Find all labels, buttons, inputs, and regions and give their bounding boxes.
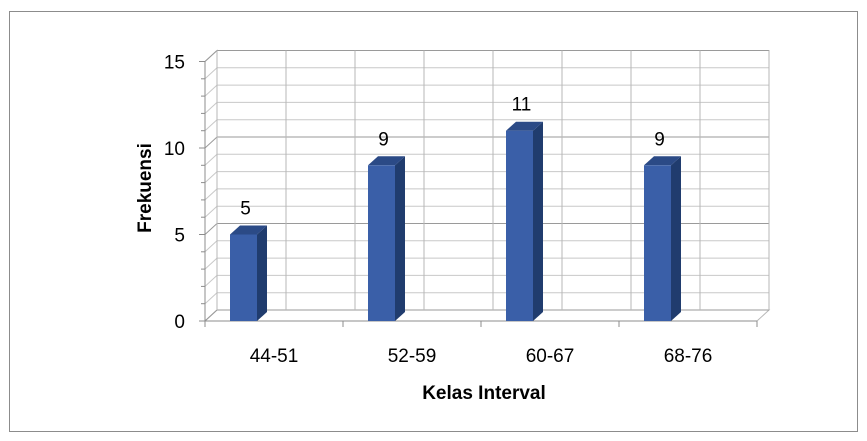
bar-top xyxy=(644,156,681,166)
x-tick-label: 60-67 xyxy=(526,346,575,367)
y-tick-label: 15 xyxy=(164,53,185,74)
gridline-wall xyxy=(204,171,218,183)
y-tick-label: 10 xyxy=(164,139,185,160)
gridline-wall xyxy=(204,50,218,62)
bar-side xyxy=(533,121,543,321)
x-tick-label: 68-76 xyxy=(664,346,713,367)
data-label: 11 xyxy=(512,95,532,116)
gridline-wall xyxy=(204,136,218,149)
data-label: 9 xyxy=(378,129,389,150)
bar xyxy=(230,225,267,321)
bar xyxy=(506,121,543,321)
gridline-wall xyxy=(204,119,218,132)
y-tick-label: 5 xyxy=(174,226,185,247)
bar-top xyxy=(506,121,543,131)
gridline-wall xyxy=(204,102,218,114)
y-tick-label: 0 xyxy=(174,312,185,333)
bar-top xyxy=(230,225,267,235)
data-labels: 5 9 11 9 xyxy=(240,95,665,220)
gridline-wall xyxy=(204,275,218,287)
floor xyxy=(203,309,771,322)
gridline-wall xyxy=(204,188,218,201)
x-axis-title: Kelas Interval xyxy=(422,383,546,404)
bar-front xyxy=(506,130,533,321)
bar xyxy=(644,156,681,321)
x-tick-label: 52-59 xyxy=(388,346,437,367)
gridline-wall xyxy=(204,240,218,253)
bars xyxy=(230,121,681,321)
gridline-wall xyxy=(204,67,218,80)
y-axis-title: Frekuensi xyxy=(135,143,156,233)
plot-area-grid xyxy=(199,49,771,327)
bar-side xyxy=(395,156,405,321)
bar-front xyxy=(644,165,671,321)
gridline-wall xyxy=(204,309,218,322)
gridline-wall xyxy=(204,205,218,218)
bar-side xyxy=(257,225,267,321)
gridline-wall xyxy=(204,153,218,166)
bar-side xyxy=(671,156,681,321)
bar-front xyxy=(230,234,257,321)
x-tick-label: 44-51 xyxy=(250,346,299,367)
gridline-wall xyxy=(204,257,218,270)
data-label: 5 xyxy=(240,199,251,220)
data-label: 9 xyxy=(654,129,665,150)
bar-top xyxy=(368,156,405,166)
gridline-wall xyxy=(204,223,218,235)
bar-front xyxy=(368,165,395,321)
gridline-wall xyxy=(204,84,218,97)
tick-labels: 0 5 10 15 44-51 52-59 60-67 68-76 xyxy=(164,53,712,368)
bar xyxy=(368,156,405,321)
gridline-wall xyxy=(204,292,218,305)
